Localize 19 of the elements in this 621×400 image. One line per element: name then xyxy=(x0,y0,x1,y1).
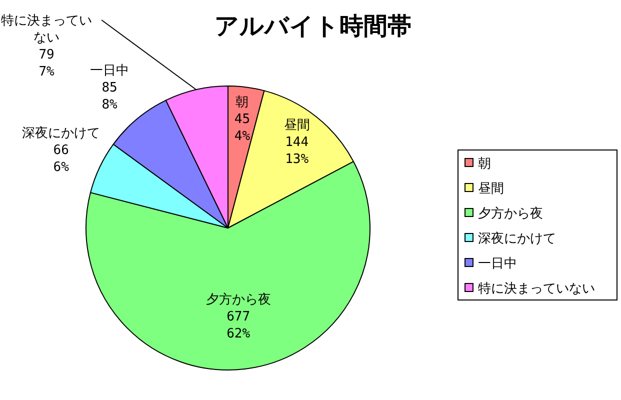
legend-label: 一日中 xyxy=(478,256,517,272)
slice-label: 深夜にかけて xyxy=(22,125,100,142)
data-label: 85 8% xyxy=(102,80,118,112)
data-label: 144 13% xyxy=(285,135,309,168)
legend-label: 深夜にかけて xyxy=(478,230,556,246)
data-label: 66 6% xyxy=(53,143,70,176)
data-label: 45 4% xyxy=(234,112,250,144)
slice-label: 夕方から夜 xyxy=(206,291,271,308)
slice-label: 一日中 xyxy=(90,63,130,78)
slice-label: 朝 xyxy=(236,95,249,110)
slice-label: 特に決まっていない xyxy=(1,14,92,46)
data-label: 79 7% xyxy=(38,48,55,80)
legend-label: 朝 xyxy=(478,156,491,172)
data-label: 677 62% xyxy=(226,309,250,342)
legend-label: 昼間 xyxy=(478,182,504,196)
legend-label: 夕方から夜 xyxy=(478,206,543,222)
chart-title: アルバイト時間帯 xyxy=(214,12,412,40)
slice-label: 昼間 xyxy=(284,118,310,134)
legend-label: 特に決まっていない xyxy=(478,282,595,296)
